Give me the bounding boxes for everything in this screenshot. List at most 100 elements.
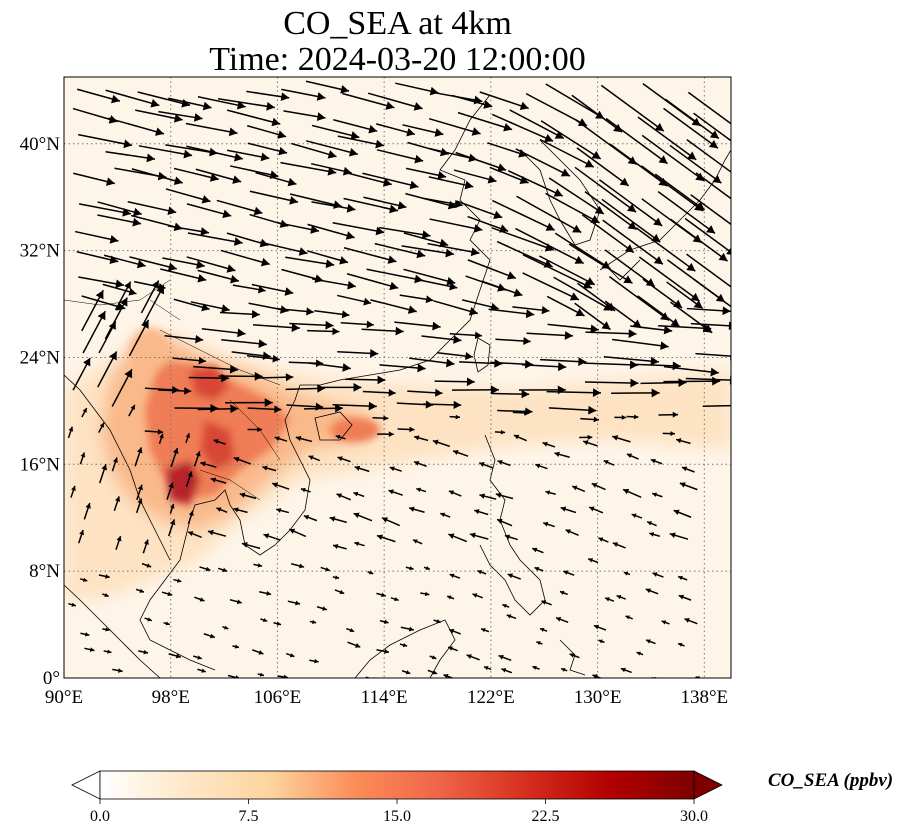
wind-arrow xyxy=(113,496,121,512)
wind-arrow xyxy=(281,88,326,101)
wind-arrow xyxy=(195,168,242,184)
wind-arrow xyxy=(677,642,685,647)
wind-arrow xyxy=(481,280,523,297)
wind-arrow xyxy=(197,404,239,414)
wind-arrow xyxy=(232,644,240,649)
wind-arrow xyxy=(217,567,228,573)
wind-arrow xyxy=(559,590,568,596)
wind-arrow xyxy=(354,465,370,473)
wind-arrow xyxy=(225,398,273,408)
wind-arrow xyxy=(448,490,462,497)
wind-arrow xyxy=(587,558,599,564)
wind-arrow xyxy=(103,649,112,654)
wind-arrow xyxy=(168,97,212,111)
wind-arrow xyxy=(480,628,490,633)
wind-arrow xyxy=(129,256,177,272)
wind-arrow xyxy=(346,273,399,291)
wind-arrow xyxy=(658,411,679,418)
wind-arrow xyxy=(649,532,661,537)
wind-arrow xyxy=(311,201,356,213)
wind-arrow xyxy=(172,356,206,365)
wind-arrow xyxy=(661,620,670,625)
wind-arrow xyxy=(72,172,115,186)
wind-arrow xyxy=(592,674,603,678)
wind-arrow xyxy=(420,591,430,597)
wind-arrow xyxy=(337,349,379,358)
lon-tick-label: 106°E xyxy=(254,687,302,708)
wind-arrow xyxy=(512,410,530,416)
wind-arrow xyxy=(695,172,731,200)
wind-arrow xyxy=(663,365,719,377)
wind-arrow xyxy=(483,665,492,671)
wind-arrow xyxy=(81,289,104,332)
co-plume-northwest xyxy=(130,328,170,372)
coastline-sulawesi xyxy=(559,639,586,676)
wind-arrow xyxy=(506,614,517,620)
wind-arrow xyxy=(539,138,595,168)
map-title-line2: Time: 2024-03-20 12:00:00 xyxy=(209,41,586,78)
wind-arrow xyxy=(598,537,609,543)
wind-arrow xyxy=(307,250,349,265)
wind-arrow xyxy=(174,403,219,413)
wind-arrow xyxy=(401,245,455,258)
wind-arrow xyxy=(403,232,449,248)
colorbar-gradient xyxy=(99,770,695,800)
wind-arrow xyxy=(247,405,282,414)
wind-arrow xyxy=(173,578,182,583)
wind-arrow xyxy=(165,188,211,204)
wind-arrow xyxy=(457,111,513,132)
wind-arrow xyxy=(448,628,462,635)
wind-arrow xyxy=(241,542,261,550)
wind-arrow xyxy=(651,492,663,498)
wind-arrow xyxy=(413,435,429,442)
wind-arrow xyxy=(343,247,397,264)
wind-arrow xyxy=(652,572,664,578)
wind-arrow xyxy=(662,431,675,437)
wind-arrow xyxy=(108,117,165,136)
wind-arrow xyxy=(141,562,152,568)
wind-arrow xyxy=(474,509,489,516)
lat-tick-label: 24°N xyxy=(20,347,61,368)
wind-arrow xyxy=(399,294,434,304)
wind-arrow xyxy=(492,199,555,231)
wind-arrow xyxy=(262,465,277,472)
wind-arrow xyxy=(638,256,700,302)
wind-arrow xyxy=(379,226,431,239)
wind-arrow xyxy=(173,298,210,312)
wind-arrow xyxy=(333,119,378,134)
wind-arrow xyxy=(229,599,242,605)
wind-arrow xyxy=(345,375,386,385)
wind-arrow xyxy=(536,641,543,646)
wind-arrow xyxy=(612,338,669,351)
wind-arrow xyxy=(98,321,117,354)
wind-arrow xyxy=(612,542,626,549)
wind-arrow xyxy=(363,196,407,210)
wind-arrow xyxy=(303,514,318,522)
wind-arrow xyxy=(219,309,260,319)
wind-arrow xyxy=(555,616,569,623)
wind-arrow xyxy=(97,201,143,217)
lon-tick-label: 138°E xyxy=(680,687,728,708)
wind-arrow xyxy=(614,414,627,420)
wind-arrow xyxy=(669,144,722,184)
wind-arrow xyxy=(540,120,602,160)
wind-arrow xyxy=(98,464,108,484)
wind-arrow xyxy=(467,259,517,280)
co-plume-hainan xyxy=(330,418,380,442)
wind-arrow xyxy=(568,243,633,284)
wind-arrow xyxy=(522,272,580,301)
wind-arrow xyxy=(103,254,146,269)
wind-arrow xyxy=(421,197,463,209)
wind-arrow xyxy=(366,268,424,284)
wind-arrow xyxy=(78,203,132,217)
wind-arrow xyxy=(334,589,345,595)
wind-arrow xyxy=(367,570,374,575)
wind-arrow xyxy=(210,477,227,484)
wind-arrow xyxy=(571,94,623,133)
wind-arrow xyxy=(285,256,335,269)
wind-arrow xyxy=(78,133,133,149)
wind-arrow xyxy=(346,627,355,633)
wind-arrow xyxy=(305,80,350,94)
wind-arrow xyxy=(433,619,441,624)
wind-arrow xyxy=(136,484,143,501)
